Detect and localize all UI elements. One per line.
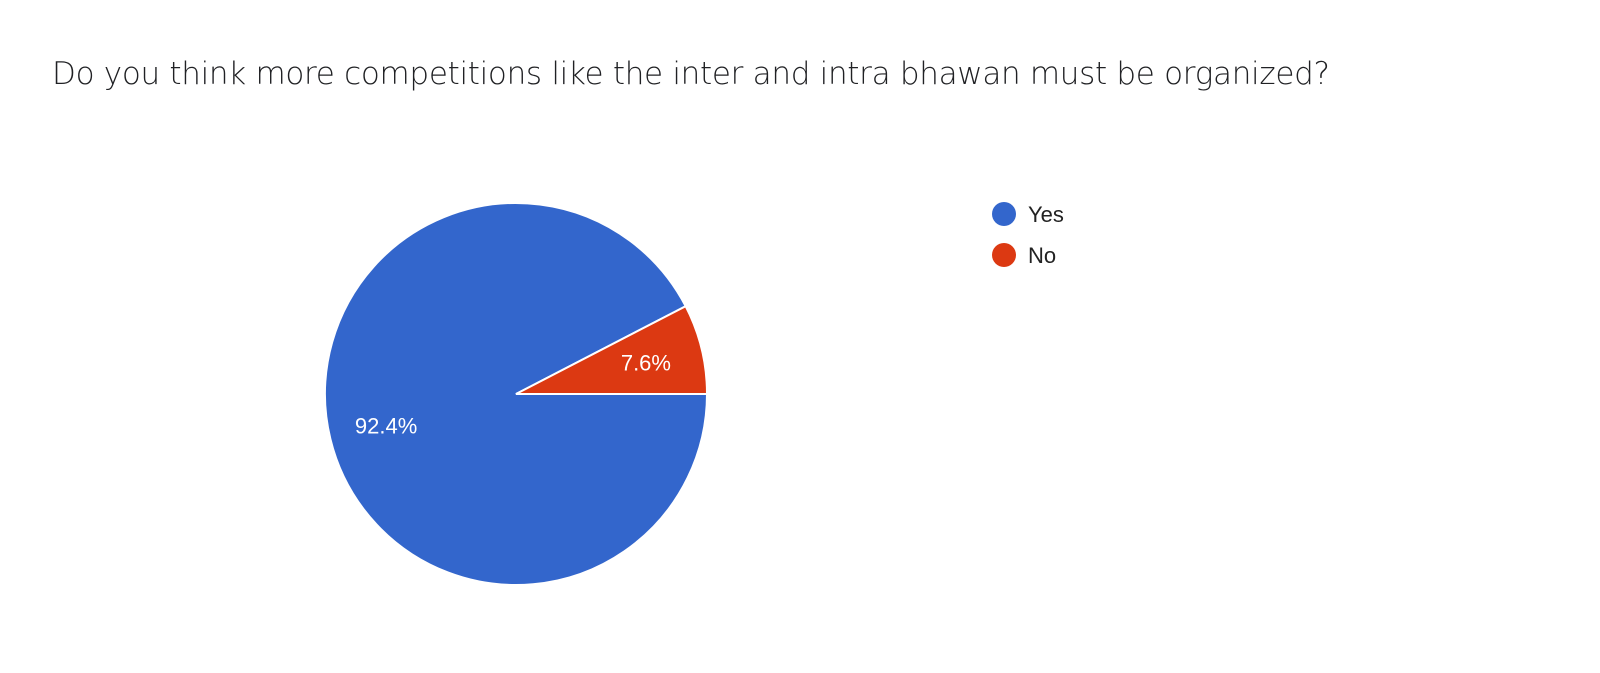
chart-title: Do you think more competitions like the …	[52, 56, 1330, 92]
data-label-no: 7.6%	[621, 350, 671, 375]
data-label-yes: 92.4%	[355, 414, 417, 439]
legend-marker-no	[992, 243, 1016, 267]
legend-label-yes[interactable]: Yes	[1028, 202, 1064, 227]
legend-marker-yes	[992, 202, 1016, 226]
pie-slice-no	[515, 304, 709, 395]
legend-label-no[interactable]: No	[1028, 243, 1056, 268]
